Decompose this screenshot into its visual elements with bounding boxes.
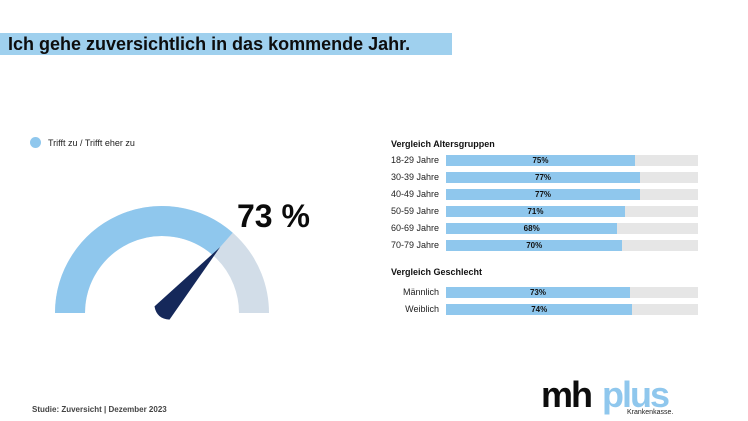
gauge-percent-label: 73 % (237, 198, 310, 234)
logo-plus: plus (602, 374, 670, 415)
gauge-needle (154, 247, 221, 320)
age-bar: 68% (446, 223, 618, 234)
age-bar-track: 75% (446, 155, 698, 166)
age-bar-label: 40-49 Jahre (390, 189, 439, 199)
age-bar-label: 70-79 Jahre (390, 240, 439, 250)
headline-banner: Ich gehe zuversichtlich in das kommende … (0, 33, 452, 55)
age-bar-value: 70% (526, 241, 543, 250)
age-bar-row: 50-59 Jahre 71% (385, 205, 700, 217)
gender-bar-row: Männlich 73% (385, 286, 700, 298)
gender-bar-track: 74% (446, 304, 698, 315)
age-bar-track: 68% (446, 223, 698, 234)
gender-bar-label: Männlich (402, 287, 439, 297)
age-bar-value: 71% (527, 207, 544, 216)
gender-bar: 73% (446, 287, 630, 298)
age-bar-value: 77% (535, 190, 552, 199)
age-bar: 77% (446, 172, 641, 183)
headline-text: Ich gehe zuversichtlich in das kommende … (8, 34, 411, 54)
logo-subtitle: Krankenkasse. (627, 409, 674, 416)
age-bar-value: 68% (523, 224, 540, 233)
age-bar-value: 75% (532, 156, 549, 165)
age-bar-row: 30-39 Jahre 77% (385, 171, 700, 183)
gender-bar: 74% (446, 304, 633, 315)
age-bar: 71% (446, 206, 625, 217)
gender-bar-row: Weiblich 74% (385, 303, 700, 315)
age-bar-row: 60-69 Jahre 68% (385, 222, 700, 234)
age-bar-label: 60-69 Jahre (390, 223, 439, 233)
age-bar-row: 70-79 Jahre 70% (385, 239, 700, 251)
age-bar-label: 50-59 Jahre (390, 206, 439, 216)
age-bar-row: 18-29 Jahre 75% (385, 154, 700, 166)
age-bar: 70% (446, 240, 623, 251)
logo-mh: mh (541, 374, 593, 415)
gender-bar-track: 73% (446, 287, 698, 298)
gauge-fill (55, 206, 233, 314)
age-bar: 75% (446, 155, 635, 166)
age-bar-label: 30-39 Jahre (390, 172, 439, 182)
age-section-title: Vergleich Altersgruppen (391, 139, 495, 149)
age-bar-value: 77% (535, 173, 552, 182)
age-bar-row: 40-49 Jahre 77% (385, 188, 700, 200)
gender-bar-value: 74% (531, 305, 548, 314)
gender-bar-value: 73% (529, 288, 546, 297)
legend-dot (30, 137, 41, 148)
age-bar-track: 77% (446, 172, 698, 183)
age-bar-track: 77% (446, 189, 698, 200)
age-bar-label: 18-29 Jahre (390, 155, 439, 165)
gender-section-title: Vergleich Geschlecht (391, 267, 483, 277)
age-bar-track: 71% (446, 206, 698, 217)
gauge-track (55, 206, 269, 314)
legend-label: Trifft zu / Trifft eher zu (48, 137, 135, 148)
footer-source: Studie: Zuversicht | Dezember 2023 (32, 405, 167, 414)
legend: Trifft zu / Trifft eher zu (30, 137, 135, 148)
age-bar-track: 70% (446, 240, 698, 251)
brand-logo: mh plus Krankenkasse. (541, 374, 686, 420)
gender-bar-label: Weiblich (405, 304, 439, 314)
age-bar: 77% (446, 189, 641, 200)
